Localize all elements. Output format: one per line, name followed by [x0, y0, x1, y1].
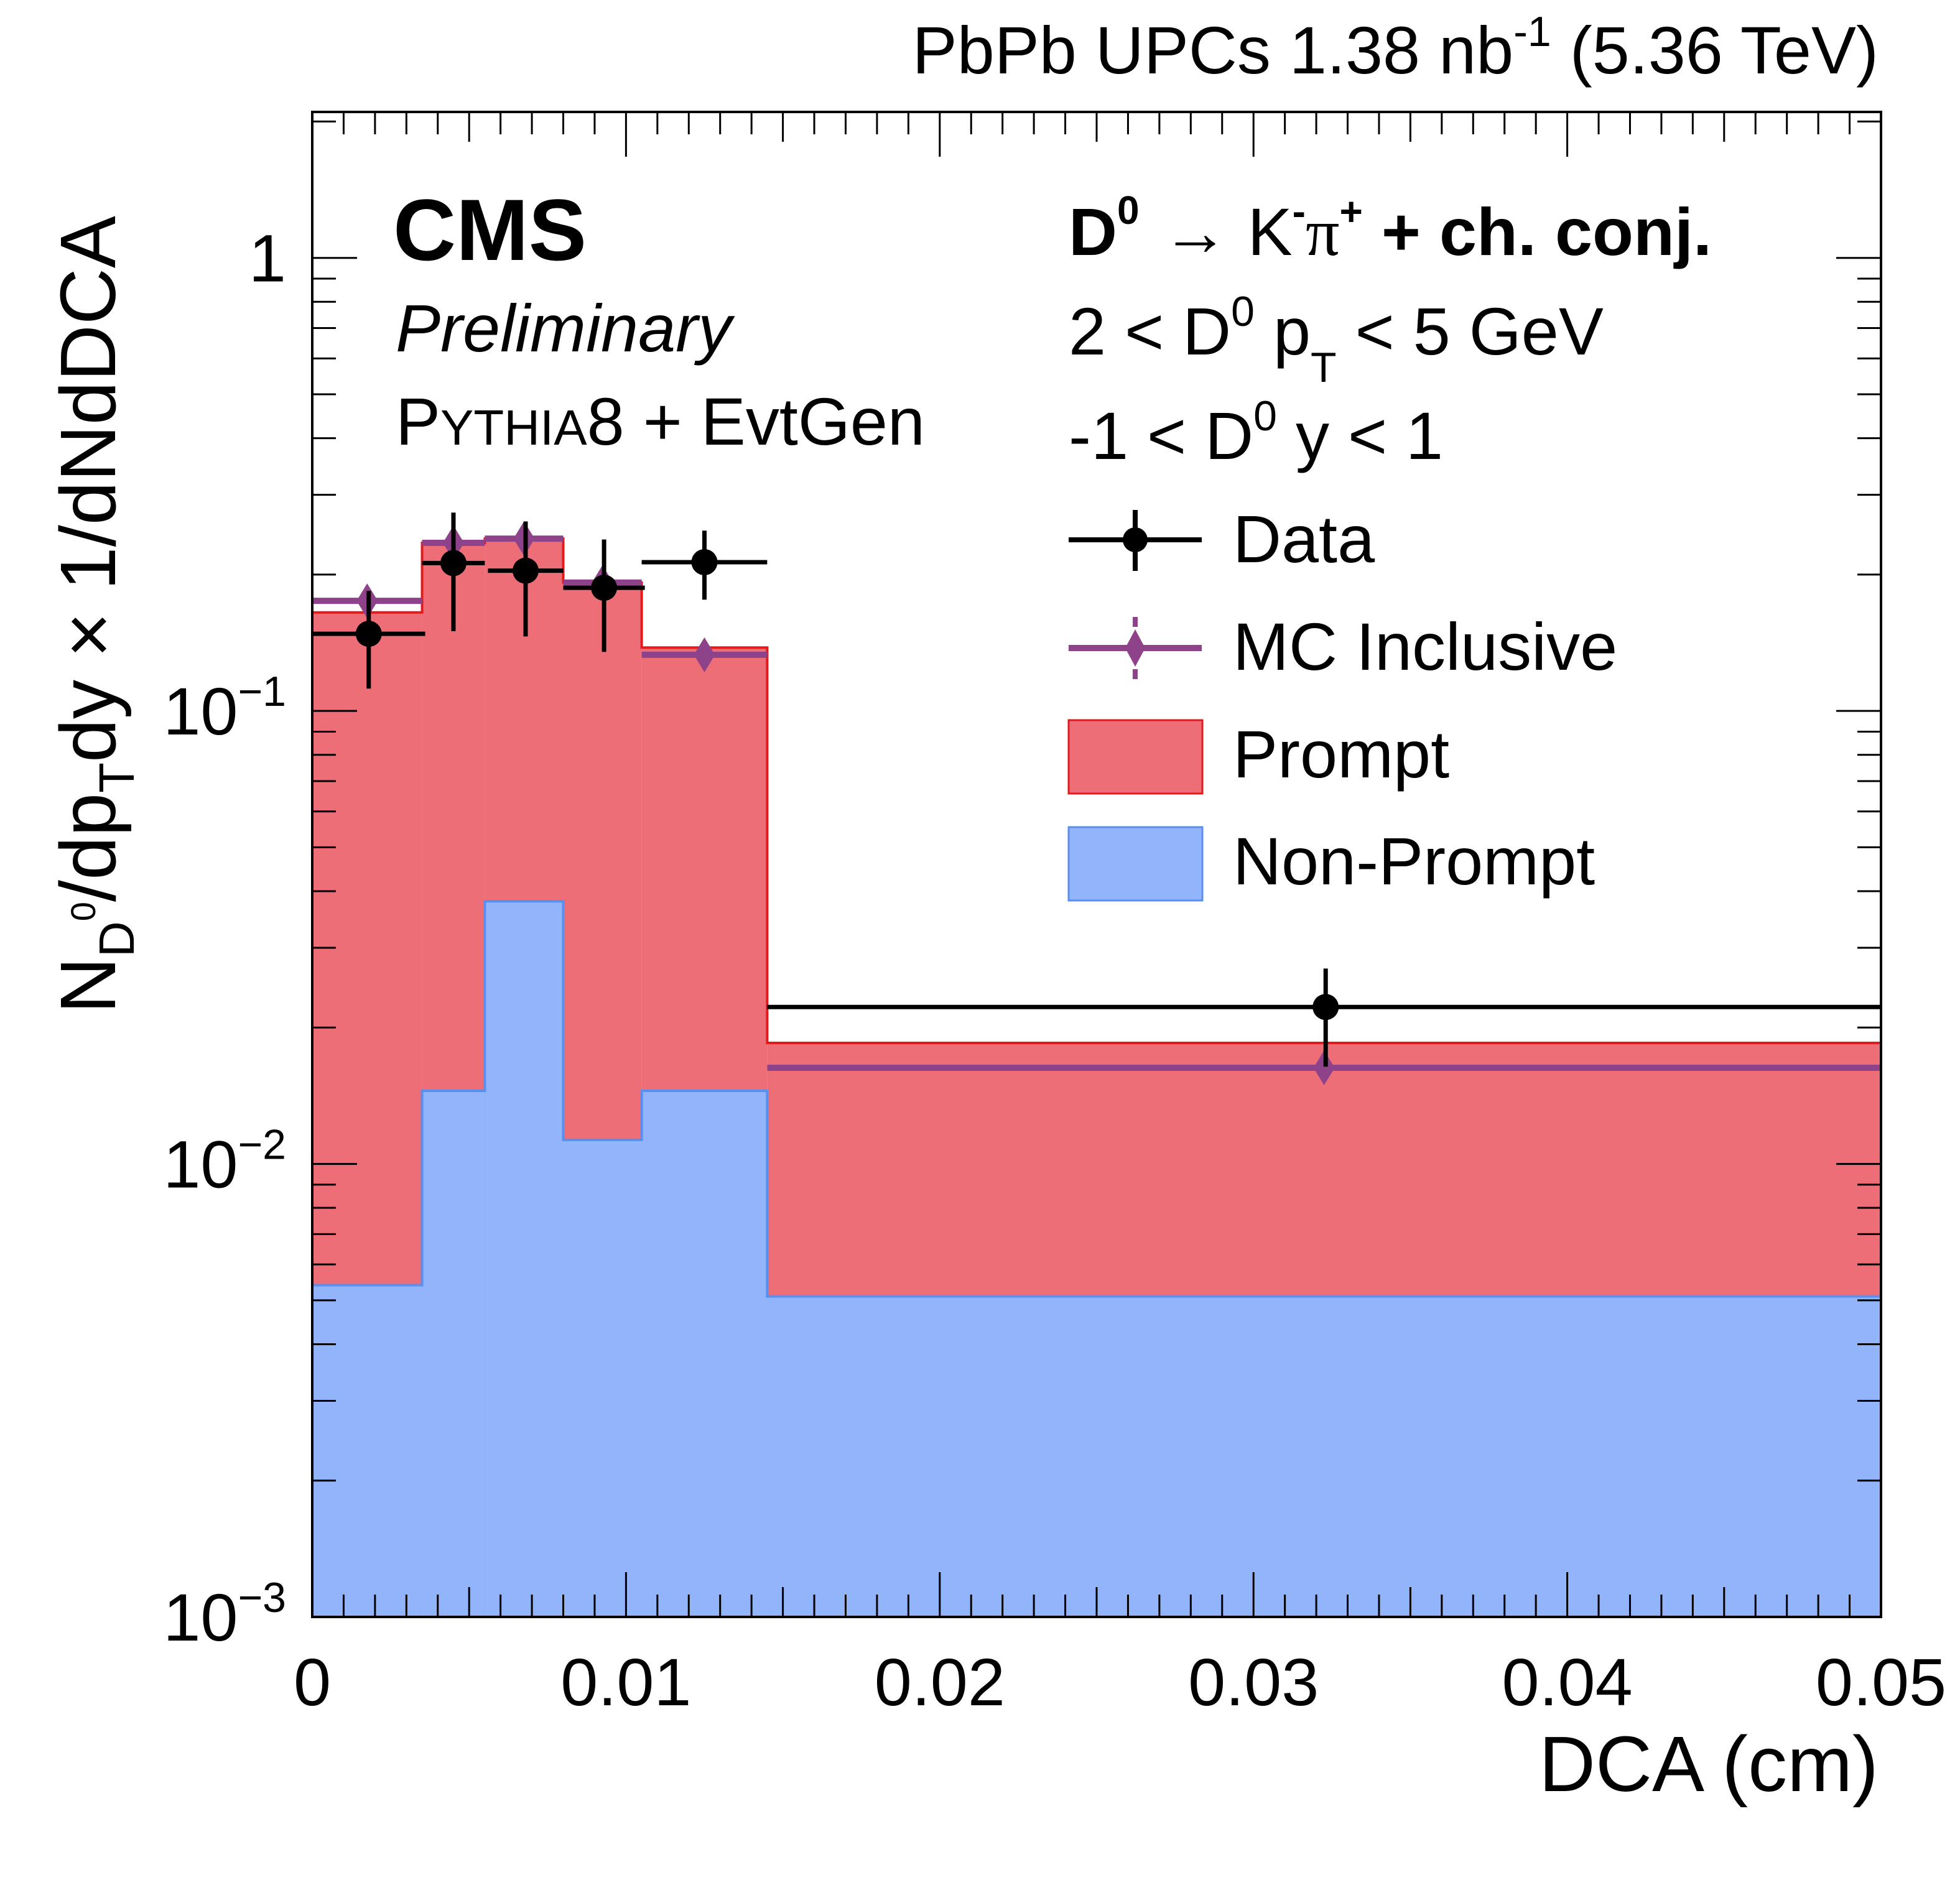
y-tick-label: 10−2	[163, 1121, 286, 1202]
preliminary-label: Preliminary	[396, 290, 735, 366]
x-tick-label: 0.01	[560, 1644, 691, 1720]
axis-ticks	[311, 112, 1882, 1618]
y-cut-label: -1 < D0 y < 1	[1069, 392, 1443, 473]
x-tick-label: 0.05	[1816, 1644, 1946, 1720]
luminosity-header: PbPb UPCs 1.38 nb-1 (5.36 TeV)	[913, 8, 1879, 88]
legend-nonprompt-swatch	[1067, 826, 1204, 902]
legend-prompt-label: Prompt	[1233, 716, 1449, 792]
x-tick-label: 0.03	[1188, 1644, 1319, 1720]
nonprompt-bar	[422, 1091, 485, 1617]
axis-tick-labels: 0 0.01 0.02 0.03 0.04 0.05 1 10−1 10−2 10−3	[163, 221, 1946, 1720]
legend-nonprompt-label: Non-Prompt	[1233, 823, 1595, 899]
y-tick-label: 10−3	[163, 1574, 286, 1655]
generator-label: PYTHIA8 + EvtGen	[396, 384, 925, 459]
cms-label: CMS	[393, 181, 587, 279]
histogram-layer	[312, 537, 1881, 1617]
legend-entry-data: Data	[1069, 501, 1375, 577]
nonprompt-bar	[563, 1139, 642, 1617]
pt-cut-label: 2 < D0 pT < 5 GeV	[1069, 288, 1604, 391]
mc-inclusive-marker	[694, 637, 715, 672]
legend-mc-marker	[1125, 629, 1145, 667]
legend-entry-prompt: Prompt	[1067, 716, 1449, 795]
nonprompt-outline	[312, 900, 1881, 1617]
data-point	[440, 550, 467, 577]
legend-data-label: Data	[1233, 501, 1375, 577]
data-point	[512, 557, 539, 584]
legend-entry-mc: MC Inclusive	[1069, 609, 1617, 684]
mc-inclusive-marker	[1313, 1050, 1335, 1086]
x-tick-label: 0.02	[875, 1644, 1005, 1720]
x-tick-label: 0.04	[1502, 1644, 1632, 1720]
y-tick-label: 10−1	[163, 668, 286, 749]
data-point	[691, 549, 718, 575]
x-tick-label: 0	[294, 1644, 331, 1720]
data-point	[1312, 994, 1339, 1021]
nonprompt-bar	[767, 1296, 1881, 1617]
data-point	[355, 621, 382, 647]
markers-layer	[312, 512, 1881, 1086]
nonprompt-bar	[312, 1285, 422, 1617]
x-axis-title: DCA (cm)	[1539, 1720, 1879, 1808]
y-tick-label: 1	[249, 221, 286, 296]
nonprompt-bar	[641, 1091, 768, 1617]
legend-entry-nonprompt: Non-Prompt	[1067, 823, 1595, 902]
nonprompt-bar	[485, 901, 564, 1617]
y-axis-title: ND0/dpTdy × 1/dNdDCA	[44, 216, 144, 1014]
data-point	[591, 575, 618, 601]
legend-prompt-swatch	[1067, 719, 1204, 795]
legend: Data MC Inclusive Prompt Non-Prompt	[1067, 501, 1617, 902]
decay-channel-label: D0 → K-π+ + ch. conj.	[1069, 188, 1712, 270]
legend-data-marker	[1123, 527, 1148, 552]
legend-mc-label: MC Inclusive	[1233, 609, 1617, 684]
